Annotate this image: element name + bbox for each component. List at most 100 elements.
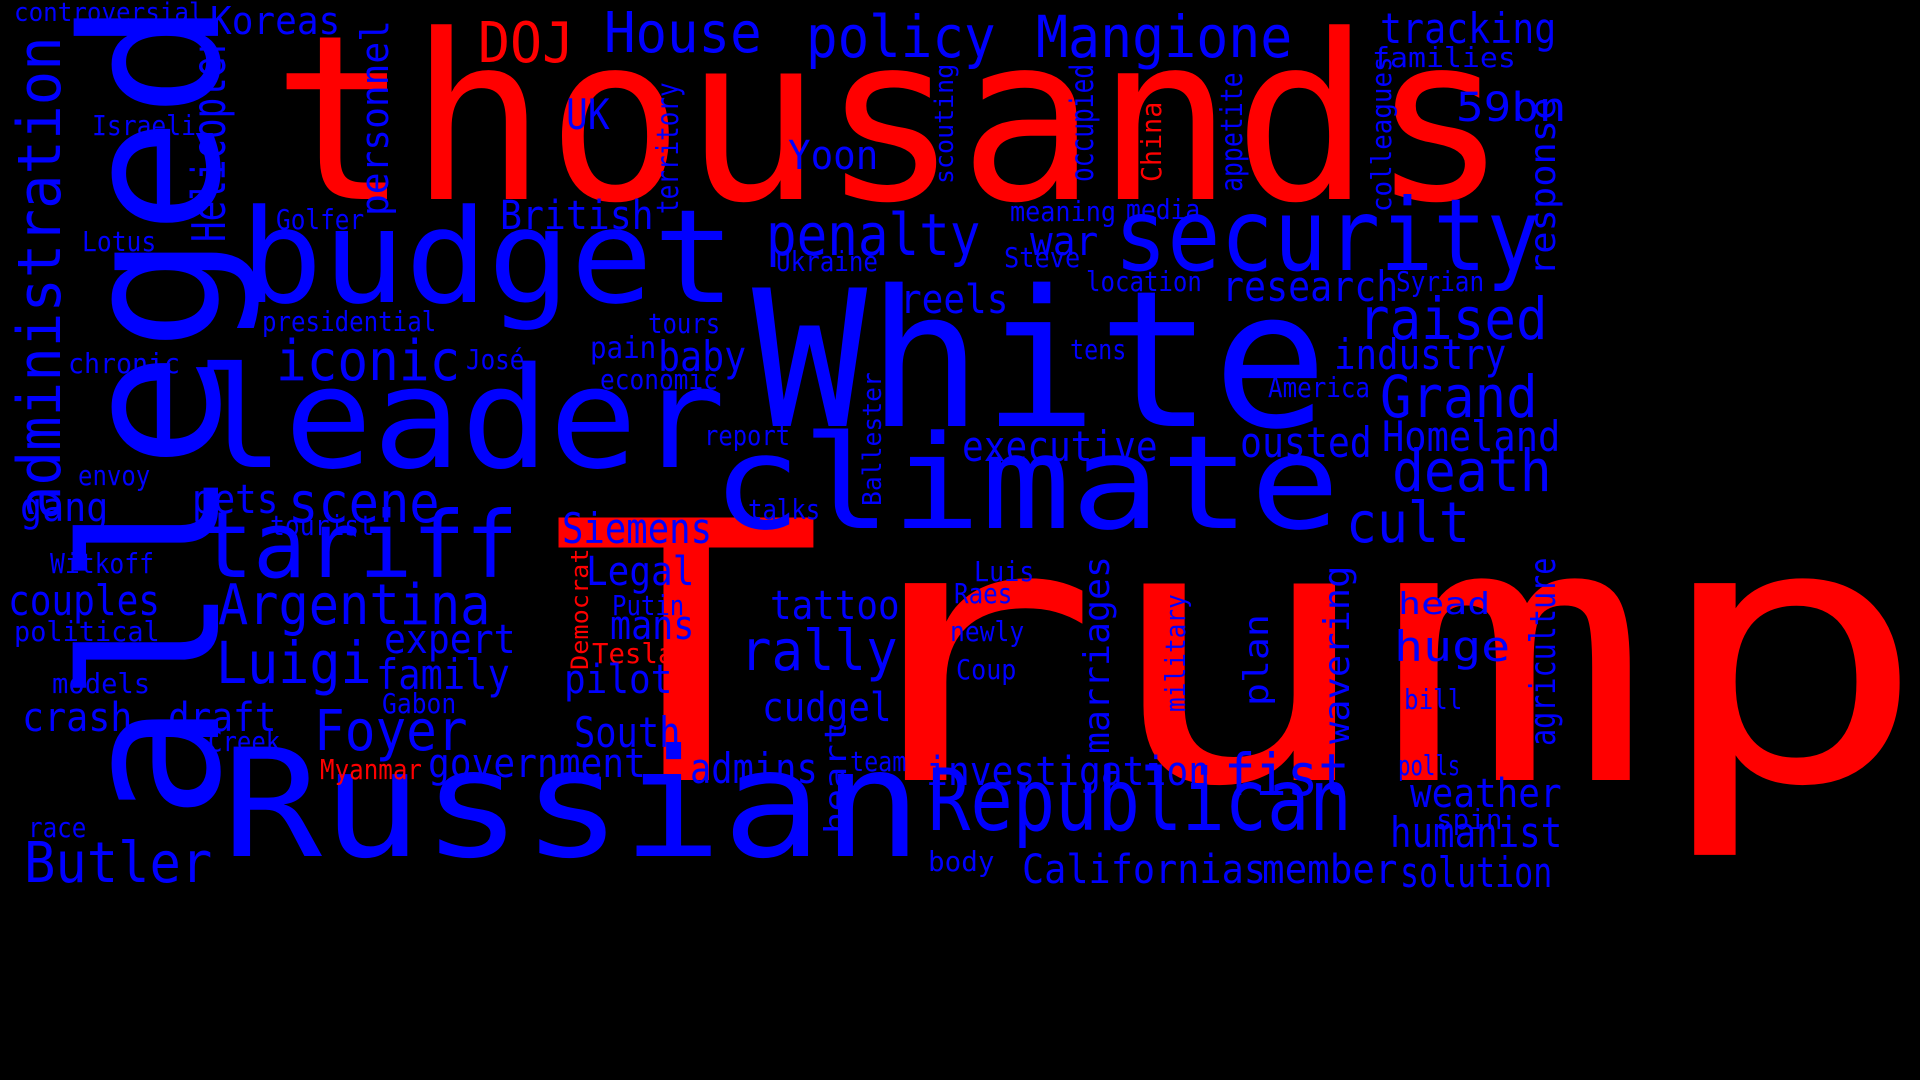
word-doj: DOJ bbox=[478, 11, 575, 76]
word-californias: Californias bbox=[1022, 847, 1266, 893]
word-baby: baby bbox=[658, 332, 747, 381]
word-butler: Butler bbox=[24, 831, 213, 896]
word-tariff: tariff bbox=[200, 492, 519, 599]
word-white: White bbox=[752, 250, 1328, 471]
word-koreas: Koreas bbox=[210, 0, 341, 43]
word-industry: industry bbox=[1334, 330, 1507, 379]
word-family: family bbox=[376, 650, 510, 699]
word-foyer: Foyer bbox=[314, 699, 468, 764]
word-gang: gang bbox=[20, 485, 109, 531]
word-59bn: 59bn bbox=[1456, 85, 1567, 131]
word-china: China bbox=[1135, 101, 1168, 182]
word-executive: executive bbox=[962, 422, 1158, 471]
word-legal: Legal bbox=[586, 549, 695, 595]
word-penalty: penalty bbox=[766, 201, 981, 269]
word-economic: economic bbox=[600, 363, 718, 396]
word-agriculture: agriculture bbox=[1523, 557, 1564, 746]
word-fist: fist bbox=[1224, 741, 1350, 809]
word-thousands: thousands bbox=[272, 0, 1509, 254]
word-mans: mans bbox=[610, 603, 695, 649]
word-territory: territory bbox=[651, 82, 686, 214]
word-golfer: Golfer bbox=[276, 203, 365, 236]
word-witkoff: Witkoff bbox=[50, 547, 155, 580]
word-wavering: wavering bbox=[1317, 565, 1358, 744]
word-envoy: envoy bbox=[78, 459, 151, 492]
word-cudgel: cudgel bbox=[762, 685, 892, 731]
word-polls: polls bbox=[1398, 749, 1461, 782]
word-america: America bbox=[1268, 371, 1371, 404]
word-syrian: Syrian bbox=[1396, 265, 1485, 298]
word-research: research bbox=[1222, 262, 1399, 311]
word-military: military bbox=[1159, 594, 1192, 712]
word-israeli: Israeli bbox=[92, 109, 197, 142]
word-weather: weather bbox=[1410, 771, 1562, 817]
word-death: death bbox=[1392, 437, 1552, 505]
word-tens: tens bbox=[1070, 333, 1127, 366]
word-member: member bbox=[1262, 847, 1398, 893]
word-creek: Creek bbox=[208, 725, 281, 758]
word-jose: José bbox=[466, 343, 525, 376]
word-pilot: pilot bbox=[564, 657, 673, 703]
word-rally: rally bbox=[740, 619, 898, 684]
word-house: House bbox=[604, 1, 762, 66]
word-democrat: Democrat bbox=[566, 548, 594, 670]
word-republican: Republican bbox=[928, 751, 1352, 851]
word-myanmar: Myanmar bbox=[320, 753, 423, 786]
word-administration: administration bbox=[5, 36, 75, 521]
word-personnel: personnel bbox=[353, 20, 397, 216]
word-occupied: occupied bbox=[1063, 63, 1101, 183]
word-team: team bbox=[850, 745, 907, 778]
word-luigi: Luigi bbox=[216, 629, 372, 697]
word-pets: pets bbox=[192, 477, 279, 523]
word-british: British bbox=[500, 193, 654, 239]
word-gabon: Gabon bbox=[382, 687, 457, 720]
word-meaning: meaning bbox=[1010, 195, 1117, 228]
word-draft: draft bbox=[168, 695, 277, 741]
word-security: security bbox=[1114, 177, 1540, 294]
word-coup: Coup bbox=[956, 653, 1017, 686]
word-admins: admins bbox=[690, 744, 818, 793]
word-tours: tours bbox=[648, 307, 721, 340]
word-investigation: investigation bbox=[926, 749, 1211, 795]
word-race: race bbox=[28, 811, 87, 844]
word-yoon: Yoon bbox=[788, 133, 879, 179]
word-south: South bbox=[574, 708, 681, 757]
word-lotus: Lotus bbox=[82, 225, 157, 258]
word-uk: UK bbox=[566, 90, 610, 139]
word-body: body bbox=[928, 845, 995, 878]
word-location: location bbox=[1086, 265, 1202, 298]
word-grand: Grand bbox=[1380, 363, 1538, 431]
word-talks: talks bbox=[748, 493, 821, 526]
word-political: political bbox=[14, 615, 160, 648]
word-huge: huge bbox=[1394, 622, 1511, 671]
word-media: media bbox=[1126, 193, 1201, 226]
word-putin: Putin bbox=[612, 589, 685, 622]
word-humanist: humanist bbox=[1390, 808, 1563, 857]
word-models: models bbox=[52, 667, 151, 700]
word-tracking: tracking bbox=[1380, 4, 1557, 53]
word-newly: newly bbox=[950, 615, 1025, 648]
word-pain: pain bbox=[590, 331, 657, 366]
word-leader: leader bbox=[196, 338, 726, 501]
word-controversial: controversial bbox=[14, 0, 204, 28]
word-iconic: iconic bbox=[276, 329, 461, 394]
word-cult: cult bbox=[1346, 491, 1470, 556]
word-siemens: Siemens bbox=[562, 504, 713, 553]
word-spin: spin bbox=[1436, 803, 1503, 836]
word-tesla: Tesla bbox=[592, 637, 675, 670]
word-mangione: Mangione bbox=[1036, 3, 1293, 71]
word-chronic: chronic bbox=[68, 347, 181, 380]
word-presidential: presidential bbox=[262, 305, 437, 338]
word-bill: bill bbox=[1404, 683, 1463, 716]
word-ousted: ousted bbox=[1240, 418, 1372, 467]
word-russian: Russian bbox=[222, 718, 923, 892]
word-head: head bbox=[1398, 587, 1491, 622]
word-climate: climate bbox=[712, 407, 1340, 559]
word-trump: Trump bbox=[548, 446, 1920, 865]
word-heart: heart bbox=[819, 721, 854, 834]
word-homeland: Homeland bbox=[1382, 412, 1561, 461]
word-policy: policy bbox=[806, 3, 996, 71]
word-scene: scene bbox=[288, 471, 440, 536]
word-response: response bbox=[1523, 97, 1564, 277]
